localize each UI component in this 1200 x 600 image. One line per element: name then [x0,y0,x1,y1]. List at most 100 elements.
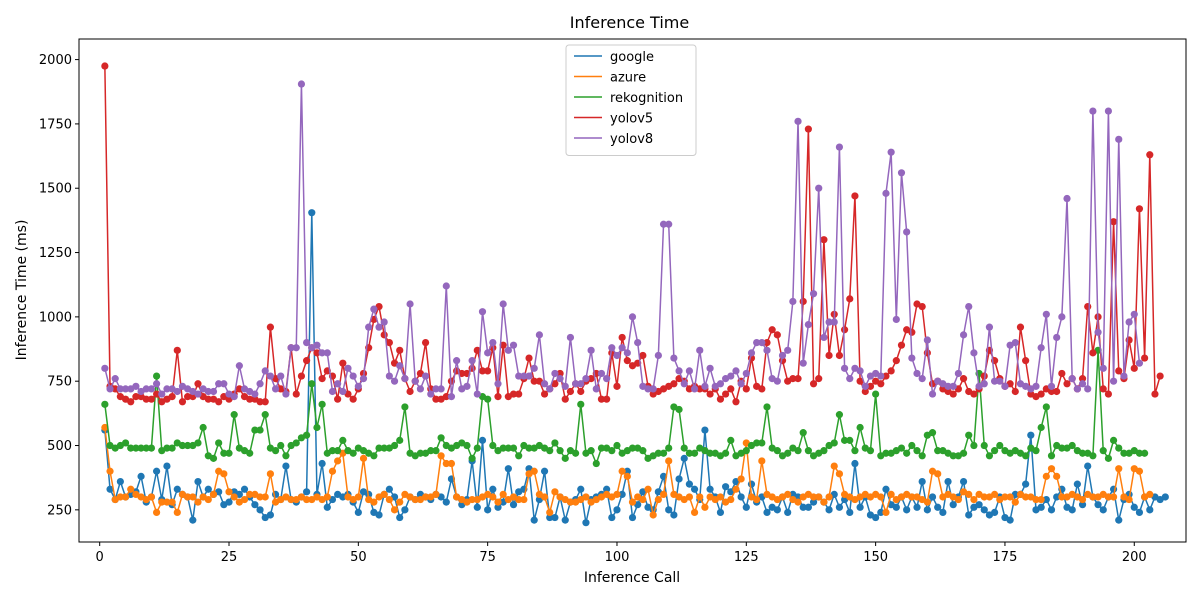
data-point-azure [784,490,792,498]
data-point-google [608,513,616,522]
data-point-yolov5 [152,390,161,398]
data-point-yolov5 [147,395,156,403]
data-point-rekognition [251,426,259,434]
data-point-azure [494,498,502,506]
data-point-google [478,436,487,444]
data-point-rekognition [1022,452,1030,460]
data-point-yolov5 [722,390,730,398]
data-point-google [742,503,750,511]
data-point-yolov8 [980,380,988,388]
data-point-yolov8 [101,364,109,372]
data-point-yolov8 [1068,375,1076,383]
data-point-yolov5 [815,375,823,383]
data-point-yolov8 [401,375,409,383]
data-point-yolov8 [292,344,300,352]
data-point-google [1022,480,1030,488]
data-point-yolov8 [1089,107,1097,115]
data-point-yolov5 [1053,387,1061,396]
data-point-yolov8 [944,382,952,390]
data-point-yolov8 [846,375,854,383]
data-point-azure [887,490,895,498]
legend-label: azure [610,71,646,86]
data-point-google [851,459,859,468]
series-yolov8 [101,80,1144,401]
data-point-yolov8 [1109,377,1118,385]
data-point-yolov8 [587,346,595,354]
data-point-rekognition [659,449,668,457]
data-point-rekognition [178,441,187,450]
data-point-yolov8 [1099,364,1107,372]
data-point-yolov5 [1022,357,1030,365]
data-point-rekognition [215,439,223,447]
data-point-yolov5 [509,390,518,398]
data-point-yolov8 [716,380,725,388]
data-point-yolov8 [215,380,223,388]
data-point-yolov8 [572,380,580,388]
data-point-rekognition [1032,447,1040,455]
data-point-yolov5 [959,375,968,383]
data-point-azure [732,485,740,493]
data-point-google [1053,493,1061,501]
data-point-rekognition [1099,447,1107,455]
data-point-rekognition [1104,454,1113,462]
data-point-rekognition [525,444,533,452]
data-point-rekognition [375,444,383,452]
data-point-google [1042,495,1050,504]
data-point-azure [908,493,916,501]
data-point-azure [380,490,388,498]
data-point-yolov8 [163,385,171,393]
data-point-azure [1037,495,1045,504]
data-point-yolov5 [292,390,300,398]
data-point-yolov8 [665,220,673,228]
data-point-google [1006,516,1014,524]
data-point-yolov5 [877,380,885,388]
series-yolov5 [101,62,1164,406]
data-point-rekognition [489,441,497,450]
data-point-yolov5 [101,62,109,70]
data-point-yolov5 [334,395,342,403]
data-point-azure [546,508,554,517]
data-point-yolov5 [1058,369,1066,378]
data-point-yolov8 [991,377,999,385]
series-rekognition [101,346,1149,468]
data-point-azure [220,470,228,478]
data-point-azure [468,495,476,504]
data-point-yolov5 [861,387,869,396]
data-point-yolov8 [142,385,150,393]
legend-item-azure: azure [574,71,646,86]
data-point-rekognition [390,441,399,450]
data-point-azure [1022,493,1030,501]
data-point-yolov5 [396,346,404,354]
legend-label: yolov5 [610,112,653,127]
data-point-yolov8 [209,387,218,396]
data-point-google [225,498,233,506]
data-point-yolov5 [887,367,895,375]
data-point-azure [323,493,331,501]
data-point-rekognition [163,444,171,452]
data-point-yolov5 [1135,205,1144,213]
data-point-rekognition [985,452,994,460]
data-point-rekognition [209,454,218,462]
data-point-rekognition [308,380,316,388]
data-point-rekognition [499,444,507,452]
data-point-azure [287,495,295,504]
data-point-yolov8 [1053,333,1061,342]
data-point-yolov8 [1130,310,1138,318]
data-point-rekognition [908,441,916,450]
data-point-yolov8 [784,346,792,354]
data-point-yolov8 [147,385,156,393]
data-point-yolov8 [1001,382,1009,390]
data-point-google [949,501,957,509]
data-point-yolov8 [463,382,471,390]
data-point-google [540,467,549,475]
data-point-yolov8 [132,382,140,390]
data-point-google [799,503,807,511]
data-point-google [530,516,538,524]
data-point-yolov8 [421,372,430,380]
data-point-rekognition [271,447,280,455]
data-point-rekognition [784,449,792,457]
data-point-yolov8 [318,349,326,357]
data-point-yolov8 [1125,318,1133,326]
data-point-yolov8 [985,323,994,331]
